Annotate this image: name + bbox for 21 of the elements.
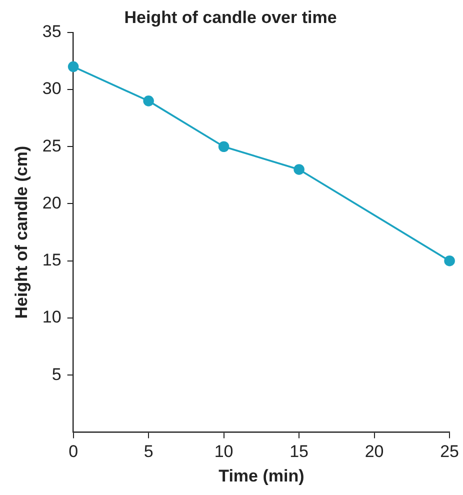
x-tick-label: 0 <box>68 442 78 462</box>
y-tick-label: 20 <box>42 193 62 212</box>
x-axis-title: Time (min) <box>218 466 304 486</box>
x-tick-label: 10 <box>214 442 234 462</box>
y-axis-title: Height of candle (cm) <box>12 146 31 319</box>
point <box>68 61 79 72</box>
chart-title: Height of candle over time <box>124 8 337 27</box>
x-tick-label: 25 <box>440 442 460 462</box>
x-tick-label: 20 <box>364 442 384 462</box>
x-tick-label: 15 <box>290 442 309 462</box>
y-tick-label: 10 <box>42 308 62 327</box>
y-tick-label: 35 <box>42 22 62 42</box>
y-tick-label: 5 <box>52 364 62 384</box>
y-tick-label: 30 <box>42 79 62 98</box>
point <box>294 164 304 175</box>
point <box>218 141 230 152</box>
y-tick-label: 15 <box>42 250 62 270</box>
point <box>143 96 154 106</box>
x-tick-label: 5 <box>144 442 154 462</box>
point <box>444 255 455 266</box>
y-tick-label: 25 <box>42 136 62 156</box>
